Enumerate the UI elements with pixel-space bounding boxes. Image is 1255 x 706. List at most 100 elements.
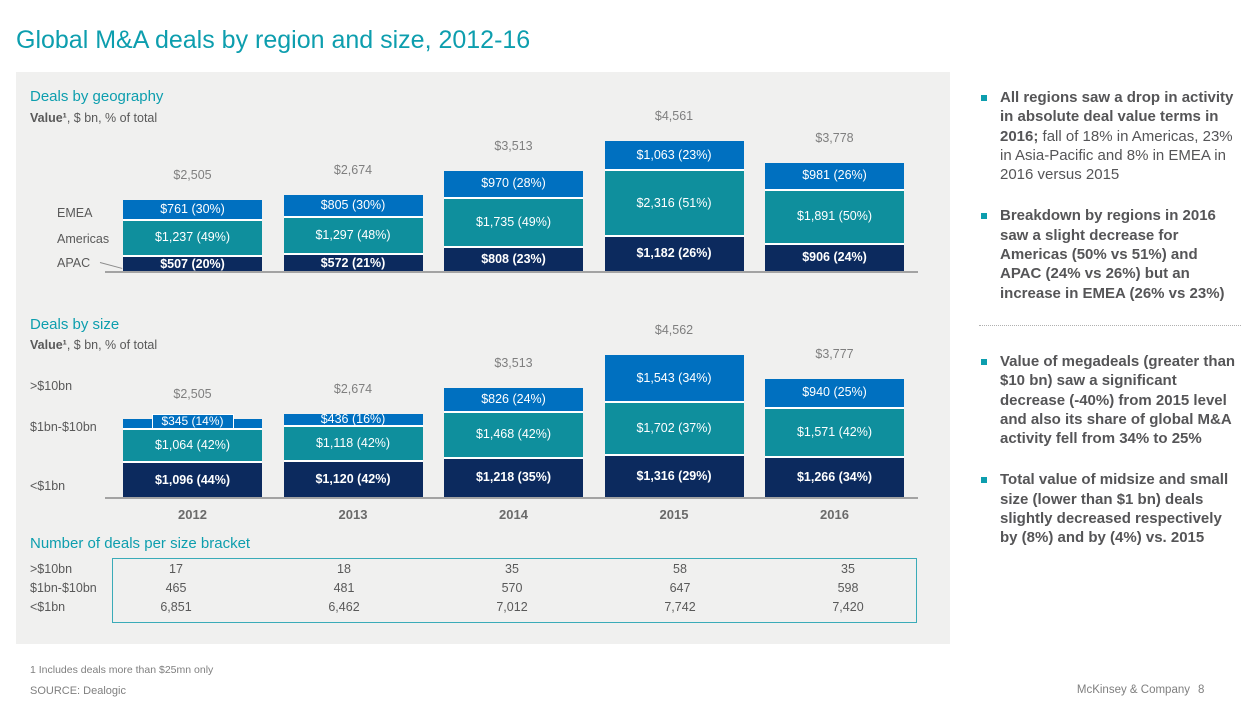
- bar-segment: $1,218 (35%): [444, 459, 583, 497]
- bullet-text: fall of 18% in Americas, 23% in Asia-Pac…: [1000, 127, 1233, 184]
- bar-segment: $805 (30%): [283, 194, 423, 218]
- bar-total-label: $3,778: [815, 131, 854, 146]
- page-title: Global M&A deals by region and size, 201…: [16, 26, 531, 54]
- series-row-label: <$1bn: [30, 479, 66, 493]
- bar-segment: $1,096 (44%): [123, 462, 262, 497]
- bar-segment: $507 (20%): [123, 256, 262, 271]
- table-cell: 35: [505, 562, 519, 576]
- footer-brand: McKinsey & Company: [1076, 684, 1190, 696]
- bar-total-label: $2,505: [173, 167, 212, 182]
- bar-total-label: $3,513: [494, 355, 533, 370]
- bar-total-label: $2,674: [333, 162, 373, 177]
- insight-bullet: Breakdown by regions in 2016 saw a sligh…: [979, 206, 1241, 302]
- bar-total-label: $4,562: [654, 323, 694, 338]
- bar-segment: $940 (25%): [765, 379, 904, 409]
- table-cell: 7,420: [832, 600, 864, 614]
- bar-segment-callout-label: $345 (14%): [151, 414, 234, 430]
- bar-segment: $2,316 (51%): [604, 171, 744, 238]
- year-axis-label: 2013: [338, 507, 368, 522]
- bullet-square-icon: [981, 358, 987, 365]
- table-cell: 17: [169, 562, 183, 576]
- table-cell: 6,851: [160, 600, 192, 614]
- bar-segment: $906 (24%): [765, 245, 904, 271]
- source-line: SOURCE: Dealogic: [30, 685, 126, 697]
- table-cell: 6,462: [328, 600, 360, 614]
- table-cell: 35: [841, 562, 855, 576]
- bar-segment: $1,543 (34%): [604, 355, 744, 404]
- apac-connector-line: [99, 262, 123, 269]
- stacked-bar: $1,063 (23%) $2,316 (51%) $1,182 (26%): [604, 141, 744, 271]
- insights-sidebar: All regions saw a drop in activity in ab…: [979, 88, 1241, 570]
- deal-count-table-box: [112, 558, 917, 623]
- insight-bullet: Value of megadeals (greater than $10 bn)…: [979, 352, 1241, 448]
- x-axis-line: [105, 271, 918, 273]
- chart-size-subtitle: Value¹, $ bn, % of total: [30, 338, 157, 352]
- bar-segment: $1,182 (26%): [604, 237, 744, 271]
- bullet-text-bold: All regions saw a drop in activity in ab…: [1000, 89, 1234, 145]
- stacked-bar: $940 (25%) $1,571 (42%) $1,266 (34%): [765, 379, 904, 497]
- x-axis-line: [105, 497, 918, 499]
- bullet-square-icon: [981, 95, 987, 101]
- table-cell: 18: [337, 562, 351, 576]
- chart-size-title: Deals by size: [30, 316, 120, 333]
- stacked-bar: $1,543 (34%) $1,702 (37%) $1,316 (29%): [604, 355, 744, 497]
- page-number: 8: [1198, 684, 1205, 696]
- bullet-square-icon: [981, 213, 987, 220]
- series-row-label: >$10bn: [30, 379, 73, 393]
- series-row-label: Americas: [57, 231, 110, 246]
- bullet-text-bold: Value of megadeals (greater than $10 bn)…: [1000, 352, 1236, 448]
- subtitle-units: , $ bn, % of total: [66, 338, 158, 352]
- series-row-label: EMEA: [57, 206, 93, 220]
- subtitle-value-label: Value¹: [30, 338, 67, 352]
- insight-bullet: Total value of midsize and small size (l…: [979, 470, 1241, 547]
- bullet-text-bold: Breakdown by regions in 2016 saw a sligh…: [1000, 207, 1225, 302]
- bar-segment: $826 (24%): [444, 387, 583, 414]
- year-axis-label: 2012: [178, 507, 207, 522]
- bar-segment: $761 (30%): [123, 199, 262, 222]
- bar-segment: $1,891 (50%): [765, 191, 904, 246]
- bar-segment: $1,266 (34%): [765, 457, 904, 497]
- stacked-bar: $761 (30%) $1,237 (49%) $507 (20%): [123, 199, 262, 271]
- subtitle-units: , $ bn, % of total: [66, 111, 158, 125]
- bar-segment: $981 (26%): [765, 163, 904, 192]
- table-row-label: >$10bn: [30, 562, 73, 576]
- bar-segment: $1,120 (42%): [283, 462, 423, 497]
- bar-segment: $1,063 (23%): [604, 141, 744, 172]
- sidebar-dotted-divider: [979, 324, 1241, 326]
- bar-segment: $436 (16%): [283, 413, 423, 428]
- table-cell: 7,742: [664, 600, 696, 614]
- bar-segment: $808 (23%): [444, 247, 583, 271]
- table-cell: 58: [673, 562, 687, 576]
- bullet-square-icon: [981, 477, 987, 484]
- bar-total-label: $2,674: [333, 381, 373, 396]
- bar-segment: $1,237 (49%): [123, 221, 262, 257]
- series-row-label: APAC: [57, 255, 91, 270]
- table-row-label: <$1bn: [30, 600, 66, 614]
- bar-segment: $1,297 (48%): [283, 217, 423, 255]
- chart-geography-subtitle: Value¹, $ bn, % of total: [30, 111, 157, 125]
- bar-segment: $1,468 (42%): [444, 413, 583, 460]
- footnote: 1 Includes deals more than $25mn only: [30, 664, 214, 676]
- bar-total-label: $2,505: [173, 387, 212, 402]
- bar-segment: $1,064 (42%): [123, 429, 262, 463]
- year-axis-label: 2016: [820, 507, 849, 522]
- chart-geography-title: Deals by geography: [30, 88, 164, 105]
- stacked-bar: $970 (28%) $1,735 (49%) $808 (23%): [444, 170, 583, 271]
- bar-segment: $1,735 (49%): [444, 198, 583, 248]
- bullet-text-bold: Total value of midsize and small size (l…: [1000, 471, 1229, 547]
- bar-total-label: $3,513: [494, 138, 533, 153]
- stacked-bar: $826 (24%) $1,468 (42%) $1,218 (35%): [444, 387, 583, 497]
- table-cell: 598: [837, 581, 859, 595]
- table-cell: 481: [333, 581, 355, 595]
- stacked-bar: $345 (14%) $1,064 (42%) $1,096 (44%): [123, 414, 262, 497]
- table-cell: 570: [501, 581, 523, 595]
- stacked-bar: $805 (30%) $1,297 (48%) $572 (21%): [283, 194, 423, 271]
- table-cell: 647: [669, 581, 691, 595]
- bar-segment: $1,118 (42%): [283, 427, 423, 463]
- year-axis-label: 2015: [659, 507, 689, 522]
- stacked-bar: $981 (26%) $1,891 (50%) $906 (24%): [765, 163, 904, 271]
- bar-segment: $1,316 (29%): [604, 456, 744, 497]
- bar-segment: $1,571 (42%): [765, 408, 904, 458]
- subtitle-value-label: Value¹: [30, 111, 67, 125]
